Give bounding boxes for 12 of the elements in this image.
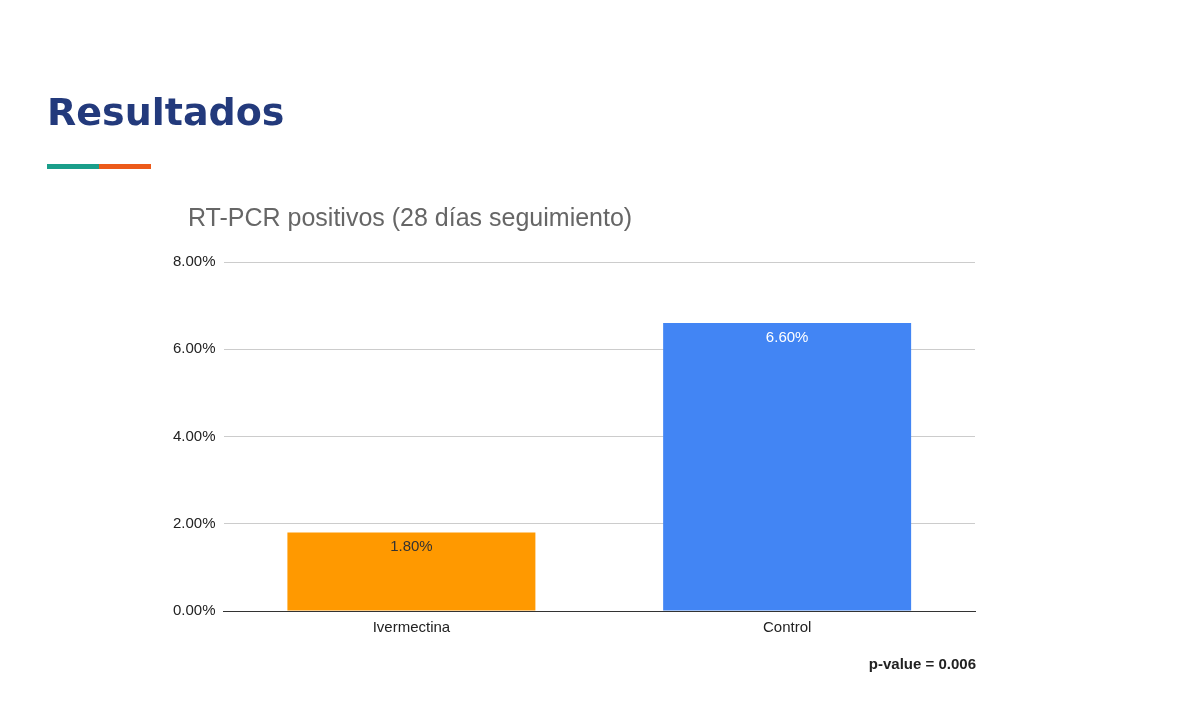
y-tick-label: 8.00% [172,252,216,270]
x-tick-label: Ivermectina [372,618,451,636]
y-tick-label: 6.00% [172,339,216,357]
y-tick-label: 2.00% [172,513,216,531]
x-tick-label: Control [762,618,812,636]
chart-title: Resultados [47,90,285,134]
y-tick-label: 0.00% [172,601,216,619]
text: p-value = 0.006 [868,655,976,672]
data-label: 6.60% [765,327,809,345]
y-tick-label: 4.00% [172,426,216,444]
chart-subtitle: RT-PCR positivos (28 días seguimiento) [188,203,633,232]
data-label: 1.80% [390,537,433,555]
